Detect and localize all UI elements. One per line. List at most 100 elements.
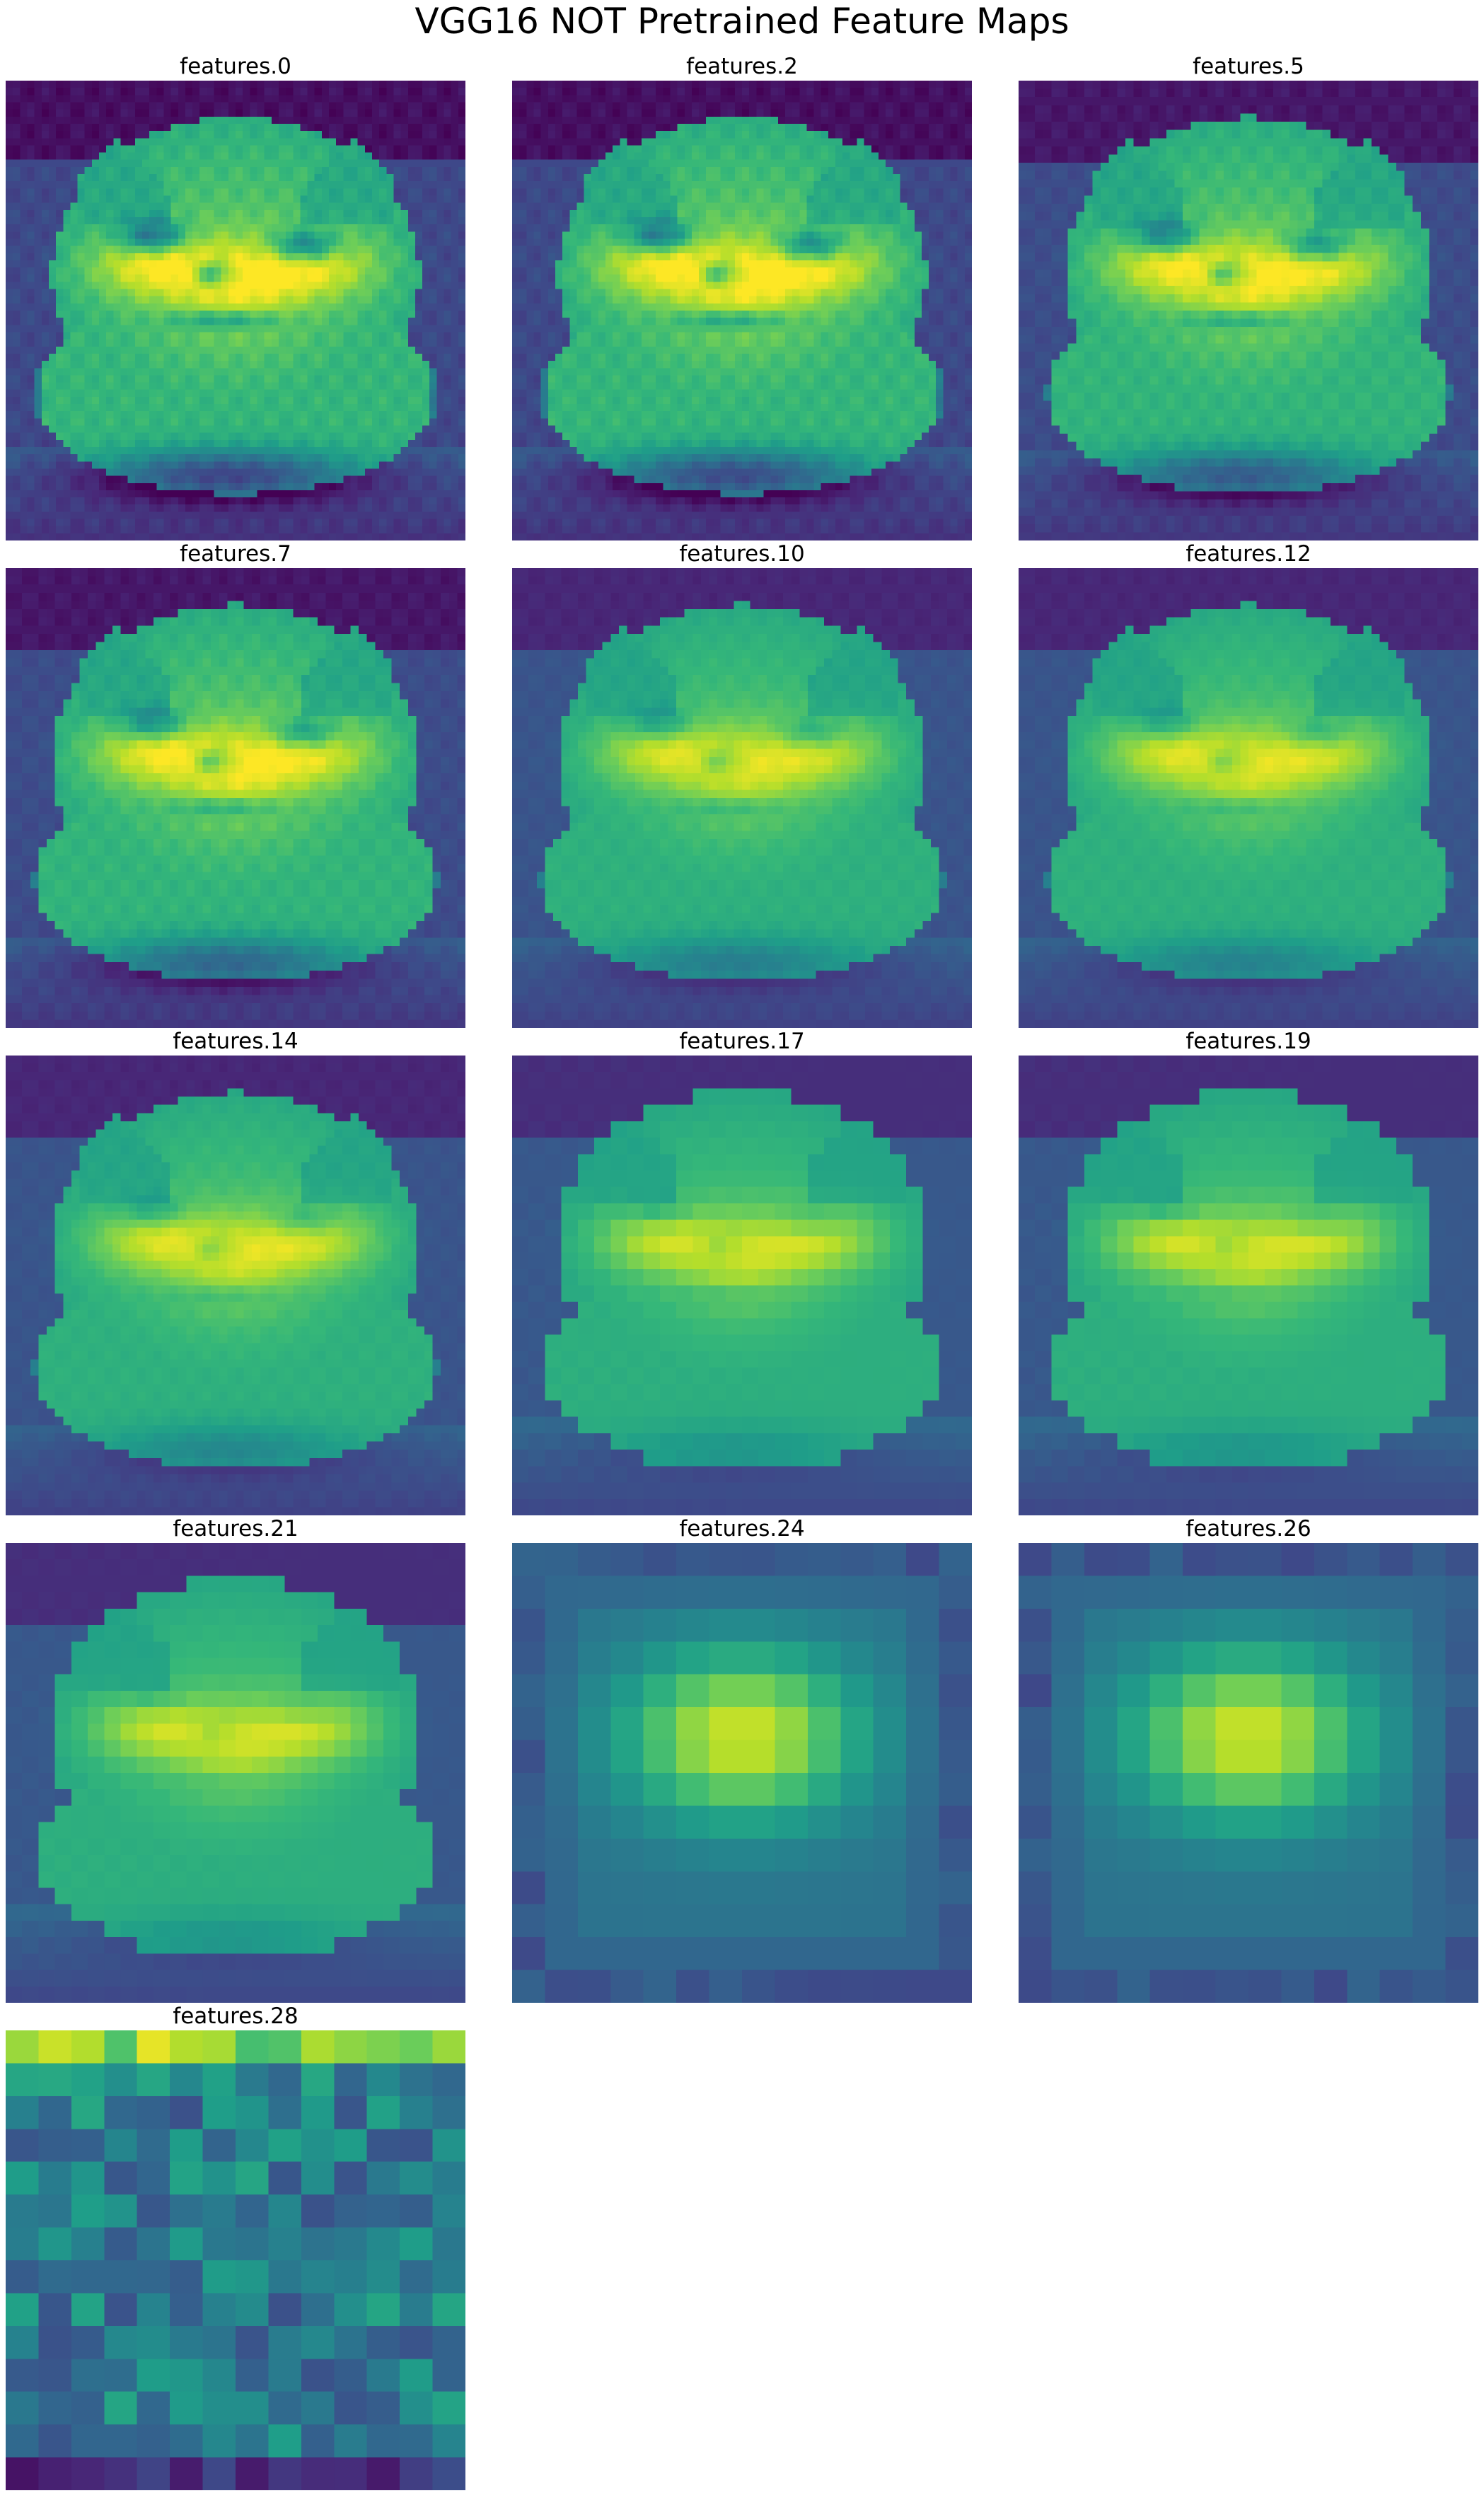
heatmap-cell [371,346,380,354]
heatmap-cell [451,482,459,491]
heatmap-cell [407,216,416,225]
heatmap-cell [134,375,143,383]
heatmap-cell [451,159,459,168]
heatmap-cell [828,152,836,160]
heatmap-cell [828,131,836,139]
heatmap-cell [293,396,301,405]
heatmap-cell [264,289,272,296]
heatmap-cell [307,274,315,282]
heatmap-cell [393,131,401,139]
heatmap-cell [113,482,121,491]
heatmap-cell [444,166,451,175]
heatmap-cell [228,260,236,268]
heatmap-cell [569,95,577,103]
heatmap-cell [77,238,85,246]
heatmap-cell [850,131,857,139]
heatmap-cell [13,533,21,540]
heatmap-cell [84,454,93,462]
heatmap-cell [907,88,915,96]
heatmap-cell [278,188,286,196]
heatmap-cell [293,152,301,160]
heatmap-cell [293,95,301,103]
heatmap-cell [257,174,265,182]
heatmap-cell [893,131,900,139]
heatmap-cell [400,504,408,512]
heatmap-cell [56,353,64,362]
heatmap-cell [314,475,323,483]
heatmap-cell [350,289,358,296]
heatmap-cell [20,282,28,289]
heatmap-cell [458,325,465,333]
heatmap-cell [250,116,257,125]
heatmap-cell [264,475,272,483]
heatmap-cell [613,109,620,117]
heatmap-cell [70,188,78,196]
heatmap-cell [699,88,707,96]
heatmap-cell [300,461,308,469]
heatmap-cell [20,181,28,189]
heatmap-cell [257,152,265,160]
heatmap-cell [444,339,451,347]
heatmap-cell [357,238,366,246]
heatmap-cell [170,195,178,203]
heatmap-cell [357,411,366,419]
heatmap-cell [533,102,541,110]
heatmap-cell [533,159,541,168]
heatmap-cell [170,468,178,476]
heatmap-cell [871,138,879,146]
heatmap-cell [41,353,50,362]
heatmap-cell [264,446,272,455]
heatmap-cell [120,202,128,211]
heatmap-cell [314,461,323,469]
heatmap-cell [41,260,50,268]
heatmap-cell [243,152,250,160]
heatmap-cell [444,123,451,132]
heatmap-cell [734,152,743,160]
heatmap-cell [458,475,465,483]
heatmap-cell [684,159,692,168]
heatmap-cell [99,303,107,311]
heatmap-cell [170,231,178,239]
heatmap-cell [756,131,764,139]
heatmap-cell [407,138,416,146]
heatmap-cell [163,296,171,304]
heatmap-cell [451,425,459,433]
heatmap-cell [286,303,294,311]
heatmap-cell [6,181,13,189]
heatmap-cell [185,346,193,354]
heatmap-cell [178,109,186,117]
heatmap-cell [27,296,35,304]
heatmap-cell [156,497,164,505]
heatmap-cell [214,188,221,196]
heatmap-cell [512,174,520,182]
heatmap-cell [627,138,634,146]
heatmap-cell [321,231,330,239]
heatmap-cell [228,361,236,369]
heatmap-cell [393,116,401,125]
heatmap-cell [526,138,534,146]
heatmap-cell [547,166,556,175]
heatmap-cell [555,88,563,96]
heatmap-cell [598,174,606,182]
heatmap-cell [400,152,408,160]
heatmap-cell [34,439,42,448]
heatmap-cell [400,389,408,398]
heatmap-cell [178,425,186,433]
heatmap-cell [605,159,613,168]
heatmap-cell [806,152,814,160]
heatmap-cell [713,152,721,160]
heatmap-cell [584,109,591,117]
heatmap-cell [134,303,143,311]
heatmap-cell [886,152,893,160]
heatmap-cell [250,332,257,340]
heatmap-cell [828,109,836,117]
heatmap-cell [806,109,814,117]
heatmap-cell [415,511,423,519]
heatmap-cell [120,411,128,419]
heatmap-cell [770,159,778,168]
heatmap-cell [56,224,64,232]
heatmap-cell [813,159,821,168]
heatmap-cell [141,439,150,448]
heatmap-cell [207,389,214,398]
heatmap-cell [357,418,366,426]
